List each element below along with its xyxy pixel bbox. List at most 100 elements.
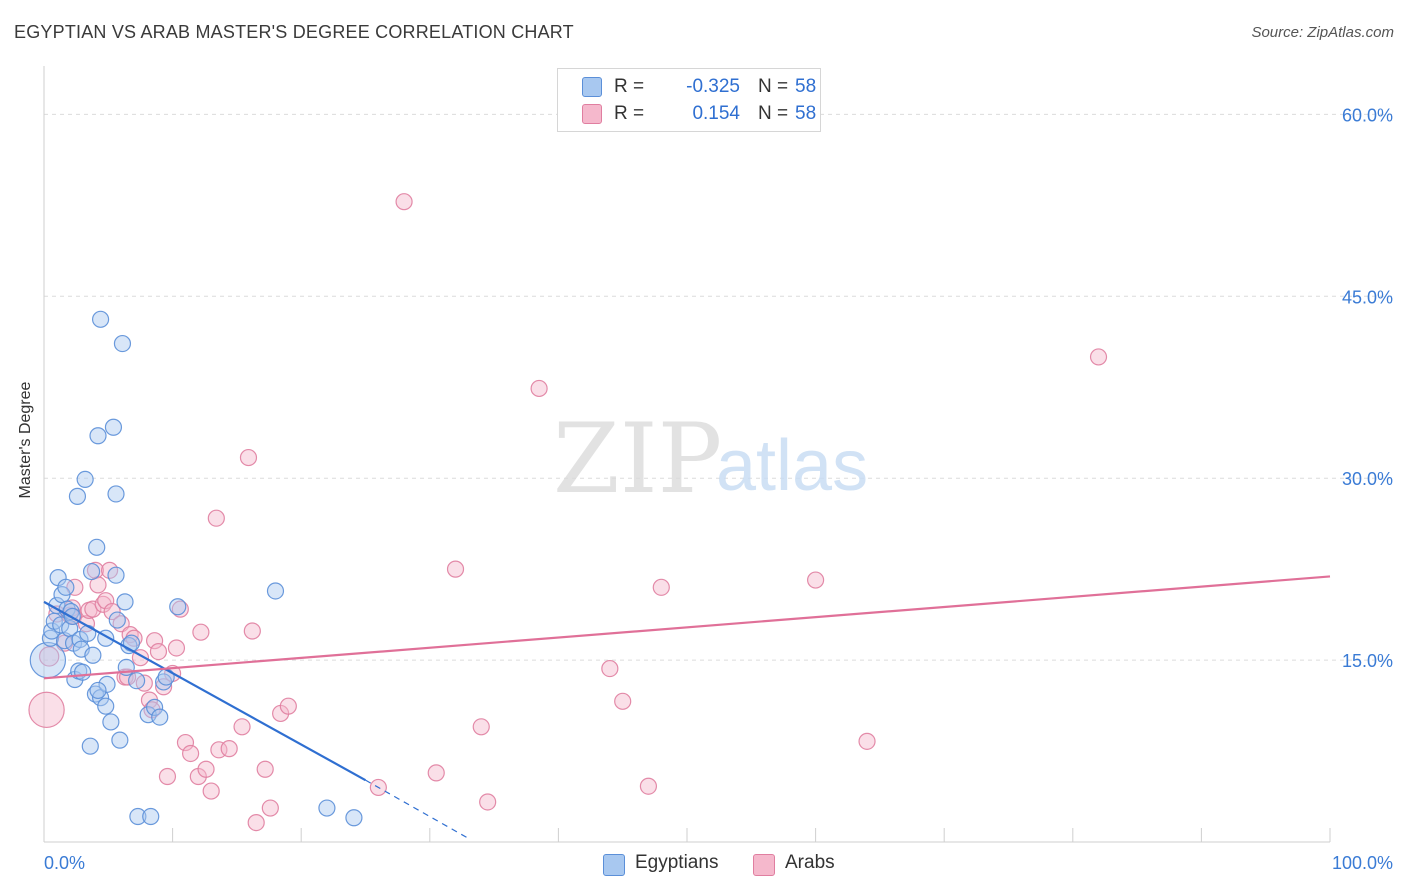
egyptians-legend-label: Egyptians <box>635 852 719 873</box>
legend-r-value: 0.154 <box>692 103 740 124</box>
legend-r-label: R = <box>614 103 645 124</box>
arab-point <box>239 448 258 467</box>
arab-point <box>806 571 825 589</box>
egyptian-point <box>57 578 75 596</box>
arab-point <box>202 782 220 800</box>
arab-point <box>66 578 84 596</box>
arabs-legend-label: Arabs <box>785 852 835 873</box>
egyptian-point <box>266 582 285 600</box>
arab-point <box>256 760 274 778</box>
arab-point <box>395 193 413 211</box>
arab-point <box>38 646 60 667</box>
egyptian-point <box>89 681 107 700</box>
egyptian-point <box>79 624 97 643</box>
egyptian-point <box>89 427 107 445</box>
legend-n-label: N = <box>758 103 789 124</box>
egyptian-point <box>98 675 116 693</box>
egyptian-point <box>142 807 160 826</box>
arab-point <box>154 678 173 696</box>
egyptian-point <box>68 487 87 505</box>
egyptian-point <box>108 611 126 629</box>
egyptian-point <box>76 470 94 489</box>
arab-point <box>192 623 210 641</box>
egyptian-point <box>88 538 106 556</box>
arab-point <box>858 732 876 750</box>
arab-point <box>427 764 445 782</box>
arabs-trend-line <box>43 575 1331 680</box>
arab-point <box>220 740 238 758</box>
arab-point <box>479 793 497 811</box>
arab-point <box>158 767 177 786</box>
arab-point <box>601 659 619 678</box>
arab-point <box>279 697 297 715</box>
egyptian-point <box>104 418 123 436</box>
egyptian-point <box>41 629 60 647</box>
egyptian-point <box>157 668 175 686</box>
egyptian-point <box>84 646 102 664</box>
egyptian-point <box>81 737 99 755</box>
egyptian-point <box>127 672 146 690</box>
arab-point <box>472 718 490 736</box>
egyptians-legend-swatch <box>603 854 625 876</box>
egyptian-point <box>107 485 125 503</box>
legend-r-value: -0.325 <box>686 76 740 97</box>
egyptian-point <box>151 708 169 726</box>
egyptian-point <box>52 616 70 634</box>
watermark-atlas: atlas <box>716 426 868 506</box>
egyptian-point <box>73 663 92 681</box>
egyptian-point <box>107 566 125 584</box>
egyptian-point <box>318 799 336 817</box>
arab-point <box>145 632 164 650</box>
y-tick-label: 60.0% <box>1342 105 1393 125</box>
legend-r-label: R = <box>614 76 645 97</box>
egyptian-point <box>113 334 132 353</box>
arab-point <box>176 733 195 752</box>
legend-n-value: 58 <box>795 76 817 97</box>
arab-point <box>243 622 261 640</box>
egyptian-point <box>91 310 110 328</box>
egyptians-trend-extension <box>365 779 469 839</box>
legend-n-value: 58 <box>795 103 817 124</box>
egyptians-trend-line <box>43 600 367 782</box>
arab-point <box>446 560 465 578</box>
egyptian-point <box>169 598 187 616</box>
egyptian-point <box>345 809 363 827</box>
egyptian-point <box>102 713 120 731</box>
correlation-legend: R = -0.325 N = 58 R = 0.154 N = 58 <box>557 68 821 132</box>
arab-point <box>247 813 265 832</box>
egyptian-point <box>116 593 134 611</box>
arab-point <box>97 592 115 610</box>
arab-point <box>233 718 251 736</box>
arabs-swatch <box>582 104 602 124</box>
arab-point <box>28 691 65 729</box>
arab-point <box>171 600 189 618</box>
source-label: Source: ZipAtlas.com <box>1251 24 1394 41</box>
arabs-legend-swatch <box>753 854 775 876</box>
arab-point <box>261 799 279 817</box>
egyptian-point <box>43 622 61 640</box>
arab-point <box>207 509 225 527</box>
egyptian-point <box>154 673 173 691</box>
arab-point <box>1089 348 1108 366</box>
chart-title: EGYPTIAN VS ARAB MASTER'S DEGREE CORRELA… <box>14 22 574 42</box>
egyptian-point <box>145 698 164 716</box>
x-tick-label: 0.0% <box>44 853 85 873</box>
arab-point <box>639 777 658 795</box>
arab-point <box>197 760 215 778</box>
egyptian-point <box>97 697 115 715</box>
series-legend: Egyptians Arabs <box>0 852 1406 878</box>
arab-point <box>167 639 186 657</box>
arab-point <box>614 692 632 710</box>
egyptian-point <box>111 731 129 749</box>
y-tick-label: 30.0% <box>1342 469 1393 489</box>
arab-point <box>149 643 168 661</box>
legend-n-label: N = <box>758 76 789 97</box>
x-tick-label: 100.0% <box>1332 853 1393 873</box>
egyptian-point <box>129 807 147 826</box>
arab-point <box>182 744 200 763</box>
arab-point <box>103 602 121 621</box>
egyptian-point <box>122 634 141 652</box>
arab-point <box>530 379 548 398</box>
y-tick-label: 45.0% <box>1342 287 1393 307</box>
